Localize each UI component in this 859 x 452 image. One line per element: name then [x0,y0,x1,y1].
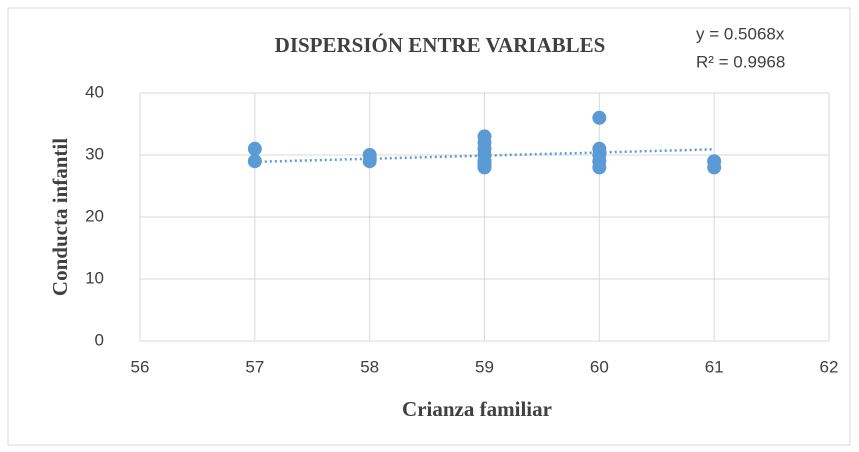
point [707,160,722,175]
y-tick-label: 40 [85,82,104,101]
trend-equation: y = 0.5068x [696,24,785,43]
x-tick-label: 58 [360,357,379,376]
x-tick-label: 60 [590,357,609,376]
x-axis-label: Crianza familiar [402,397,552,421]
y-tick-label: 30 [85,144,104,163]
trendline [254,148,715,164]
point [477,160,492,175]
trend-r2: R² = 0.9968 [696,52,785,71]
y-axis-label: Conducta infantil [48,138,72,296]
point [592,160,607,175]
chart-border [7,7,851,446]
x-tick-label: 57 [245,357,264,376]
x-tick-label: 56 [131,357,150,376]
point [247,141,262,156]
y-tick-label: 10 [85,268,104,287]
chart-title: DISPERSIÓN ENTRE VARIABLES [275,33,606,57]
point [362,154,377,169]
y-tick-label: 20 [85,206,104,225]
x-tick-label: 62 [820,357,839,376]
x-tick-label: 59 [475,357,494,376]
y-tick-label: 0 [95,330,104,349]
point [592,110,607,125]
x-tick-label: 61 [705,357,724,376]
